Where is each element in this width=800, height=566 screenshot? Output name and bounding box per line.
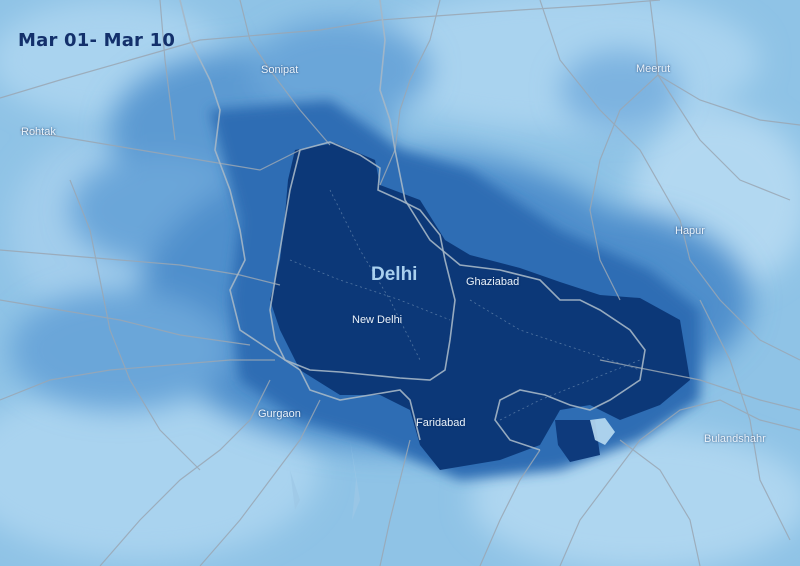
city-label-ghaziabad: Ghaziabad bbox=[466, 276, 520, 288]
city-label-rohtak: Rohtak bbox=[21, 126, 56, 138]
city-label-gurgaon: Gurgaon bbox=[258, 408, 301, 420]
terrain-ridges bbox=[290, 440, 360, 520]
water-patch bbox=[590, 418, 615, 445]
city-label-meerut: Meerut bbox=[636, 63, 671, 75]
city-label-faridabad: Faridabad bbox=[416, 417, 466, 429]
state-boundary bbox=[379, 0, 646, 451]
city-label-new-delhi: New Delhi bbox=[352, 314, 403, 326]
city-label-hapur: Hapur bbox=[675, 225, 705, 237]
dark-core bbox=[270, 143, 690, 470]
city-label-bulandshahr: Bulandshahr bbox=[704, 433, 766, 445]
city-label-delhi: Delhi bbox=[371, 264, 418, 285]
haryana-boundary bbox=[179, 0, 421, 441]
date-range-title: Mar 01- Mar 10 bbox=[18, 30, 176, 51]
inner-roads bbox=[289, 189, 641, 421]
delhi-boundary bbox=[269, 141, 456, 381]
city-label-sonipat: Sonipat bbox=[261, 64, 299, 76]
